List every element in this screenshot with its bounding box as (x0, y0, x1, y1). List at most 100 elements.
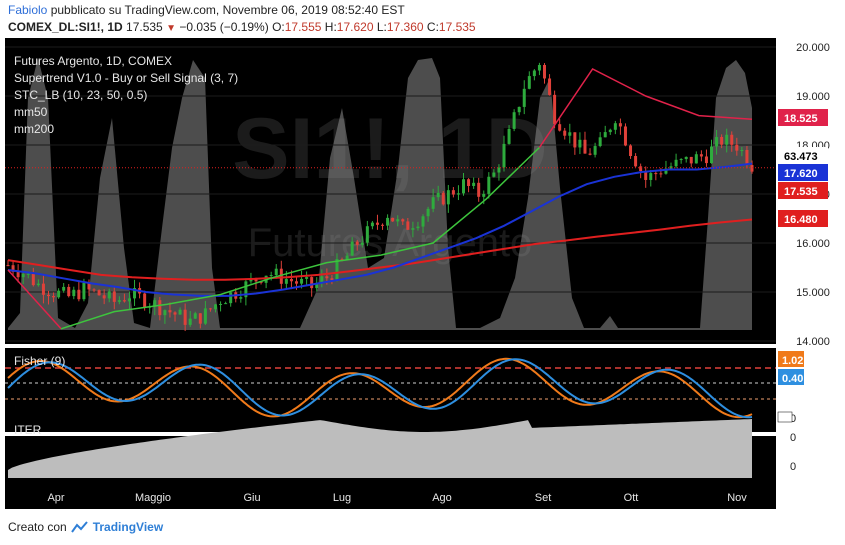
candle-body (644, 170, 648, 180)
candle-body (107, 291, 111, 299)
candle-body (72, 289, 76, 297)
candle-body (203, 308, 207, 324)
candle-body (634, 156, 638, 167)
candle-body (62, 286, 66, 291)
candle-body (456, 193, 460, 195)
price-label-text: 16.480 (784, 214, 818, 226)
candle-body (472, 182, 476, 187)
candle-body (214, 304, 218, 310)
candle-body (578, 139, 582, 148)
candle-body (36, 283, 40, 286)
candle-body (52, 296, 56, 298)
legend-mm200: mm200 (14, 122, 54, 136)
candle-body (198, 313, 202, 324)
candle-body (563, 130, 567, 136)
mm50-line (7, 162, 753, 297)
footer-brand[interactable]: TradingView (92, 520, 164, 534)
candle-body (26, 273, 30, 275)
candle-body (497, 167, 501, 173)
candle-body (740, 149, 744, 151)
candle-body (381, 224, 385, 226)
chart-canvas[interactable]: SI1!, 1D Futures Argento 000 14.00015.00… (0, 38, 845, 513)
candle-body (122, 300, 126, 302)
candle-body (325, 276, 329, 279)
candle-body (487, 176, 491, 194)
candle-body (573, 132, 577, 148)
candle-body (158, 300, 162, 316)
tradingview-logo-icon (70, 521, 88, 533)
publish-date: pubblicato su TradingView.com, Novembre … (50, 3, 405, 17)
open-value: 17.555 (284, 20, 322, 34)
candle-body (441, 192, 445, 205)
price-change: −0.035 (−0.19%) (179, 20, 269, 34)
candle-body (97, 290, 101, 296)
open-label: O: (272, 20, 285, 34)
fisher-label-badge (778, 351, 804, 367)
candle-body (720, 137, 724, 145)
price-label-text: 17.620 (784, 168, 818, 180)
candle-body (21, 273, 25, 278)
time-tick-label: Ago (432, 492, 452, 504)
last-price: 17.535 (126, 20, 163, 34)
fisher-title: Fisher (9) (14, 354, 65, 368)
candle-body (512, 112, 516, 129)
candle-body (289, 278, 293, 282)
price-tick-label: 19.000 (796, 91, 830, 103)
candle-body (370, 222, 374, 227)
candle-body (67, 286, 71, 297)
time-tick-label: Set (535, 492, 552, 504)
close-label: C: (426, 20, 439, 34)
candle-body (254, 278, 258, 282)
time-tick-label: Giu (243, 492, 260, 504)
candle-body (375, 222, 379, 225)
candle-body (537, 64, 541, 71)
candle-body (467, 179, 471, 187)
candle-body (522, 88, 526, 107)
legend-stc: STC_LB (10, 23, 50, 0.5) (14, 88, 147, 102)
candle-body (305, 277, 309, 279)
candle-body (462, 179, 466, 194)
candle-body (168, 310, 172, 313)
iter-area-shape (8, 419, 752, 478)
price-label-text: 63.473 (784, 151, 818, 163)
author-name[interactable]: Fabiolo (8, 3, 48, 17)
candle-body (335, 259, 339, 281)
candle-body (224, 303, 228, 305)
candle-body (502, 143, 506, 168)
fisher-label-text: 0.40 (782, 373, 803, 385)
price-label-badge (778, 109, 828, 126)
candle-body (613, 123, 617, 130)
symbol-label: COMEX_DL:SI1!, 1D (8, 20, 123, 34)
candle-body (558, 124, 562, 131)
candle-body (654, 173, 658, 175)
fisher-panel[interactable] (5, 348, 776, 432)
candle-body (77, 289, 81, 300)
candle-body (527, 76, 531, 89)
candle-body (188, 318, 192, 325)
time-axis: Apr Maggio Giu Lug Ago Set Ott Nov (47, 492, 747, 504)
candle-body (598, 137, 602, 147)
symbol-bar: COMEX_DL:SI1!, 1D 17.535 ▼ −0.035 (−0.19… (8, 20, 476, 34)
candle-body (715, 137, 719, 147)
candle-body (674, 159, 678, 167)
price-tick-label: 16.000 (796, 238, 830, 250)
candle-body (396, 219, 400, 222)
close-value: 17.535 (438, 20, 476, 34)
candle-body (684, 156, 688, 160)
candle-body (133, 288, 137, 299)
price-tick-label: 20.000 (796, 42, 830, 54)
candle-body (659, 173, 663, 175)
candle-body (568, 132, 572, 136)
price-label-badge (778, 147, 828, 164)
iter-title: ITER (14, 423, 42, 437)
candle-body (426, 208, 430, 217)
price-label-badge (778, 164, 828, 181)
candle-body (46, 294, 50, 297)
candle-body (730, 134, 734, 145)
candle-body (219, 303, 223, 305)
candle-body (300, 278, 304, 284)
stc-area (8, 58, 752, 330)
candle-body (699, 154, 703, 157)
time-tick-label: Lug (333, 492, 351, 504)
candle-body (507, 128, 511, 144)
